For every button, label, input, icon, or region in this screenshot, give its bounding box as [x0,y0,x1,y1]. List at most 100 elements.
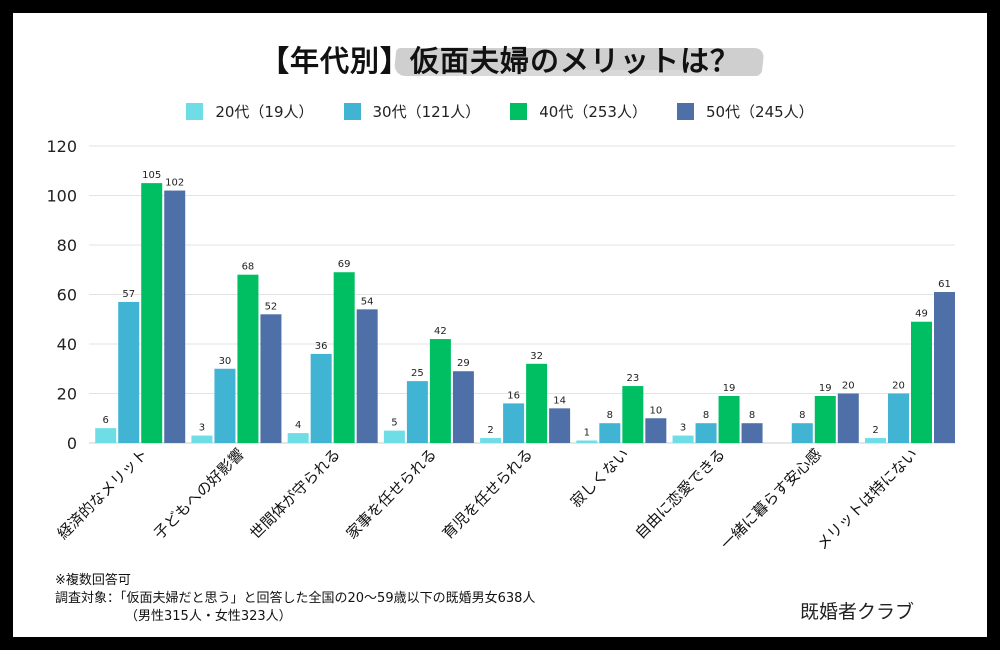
bar [814,395,836,443]
chart-title: 【年代別】仮面夫婦のメリットは？ [0,38,1000,80]
bar [287,433,309,443]
x-category-label: 一緒に暮らす安心感 [717,445,825,553]
bar [549,408,571,443]
y-tick-label: 60 [57,286,77,305]
bar [888,393,909,443]
x-category-label: 世間体が守られる [246,445,344,543]
data-label: 8 [799,410,805,421]
bar [429,339,451,443]
bar [791,423,813,443]
data-label: 69 [338,259,351,270]
bar [164,190,186,443]
y-tick-label: 40 [57,335,77,354]
data-label: 20 [842,381,855,392]
bar [576,440,598,443]
note-survey-target: 調査対象：「仮面夫婦だと思う」と回答した全国の20〜59歳以下の既婚男女638人 [55,591,536,606]
bar [118,301,140,443]
note-multiple-answers: ※複数回答可 [55,573,131,588]
bar [622,386,644,443]
bar [141,183,163,443]
data-label: 102 [165,178,184,189]
brand-name: 既婚者クラブ [800,601,915,623]
data-label: 3 [680,423,686,434]
bar [741,423,763,443]
bar [333,272,355,443]
data-label: 20 [892,381,905,392]
x-category-label: 子どもへの好影響 [150,445,248,543]
legend-swatch-30s [343,103,361,120]
bar [383,430,405,443]
bar [356,309,378,443]
data-label: 8 [607,410,613,421]
x-category-label: 寂しくない [567,445,633,511]
data-label: 19 [819,383,832,394]
data-label: 1 [584,428,590,439]
bar [214,368,236,443]
x-category-label: 自由に恋愛できる [631,445,728,542]
bar [599,423,621,443]
legend-swatch-40s [510,103,528,120]
data-label: 29 [457,358,470,369]
bar [672,435,694,443]
data-label: 8 [749,410,755,421]
data-label: 49 [915,309,928,320]
legend-label-50s: 50代（245人） [705,103,814,121]
data-label: 25 [411,368,424,379]
bar [310,353,332,443]
legend-item-50s: 50代（245人） [676,101,814,122]
bar [237,274,259,443]
data-label: 42 [434,326,447,337]
data-label: 105 [142,170,161,181]
bar [911,321,932,443]
title-prefix: 【年代別】 [259,44,410,78]
title-main: 仮面夫婦のメリットは？ [410,44,741,78]
bar [718,395,740,443]
y-tick-label: 120 [46,137,77,156]
data-label: 57 [122,289,135,300]
data-label: 6 [103,415,109,426]
title-highlight-stroke [420,70,720,76]
legend-label-40s: 40代（253人） [539,103,647,121]
data-label: 23 [626,373,639,384]
bar [503,403,525,443]
data-label: 30 [219,356,232,367]
legend: 20代（19人） 30代（121人） 40代（253人） 50代（245人） [0,101,1000,122]
bar [480,438,502,443]
legend-label-30s: 30代（121人） [372,103,481,121]
legend-swatch-20s [186,103,204,120]
x-category-label: 経済的なメリット [54,445,152,543]
y-tick-label: 100 [46,187,77,206]
y-tick-label: 20 [57,385,77,404]
data-label: 4 [295,420,301,431]
data-label: 52 [265,301,278,312]
bar [260,314,282,443]
bar [526,363,548,443]
data-label: 5 [391,418,397,429]
data-label: 8 [703,410,709,421]
data-label: 61 [938,279,951,290]
x-category-label: 家事を任せられる [343,445,441,543]
data-label: 2 [872,425,878,436]
bar [191,435,213,443]
footnotes: ※複数回答可 調査対象：「仮面夫婦だと思う」と回答した全国の20〜59歳以下の既… [55,572,535,626]
data-label: 68 [242,262,255,273]
x-category-label: メリットは特にない [813,445,921,553]
bar [865,438,886,443]
data-label: 36 [315,341,328,352]
data-label: 54 [361,296,374,307]
legend-swatch-50s [676,103,694,120]
data-label: 10 [649,405,662,416]
bar [934,292,955,443]
data-label: 16 [507,390,520,401]
y-tick-label: 0 [67,434,77,453]
bar [95,428,117,443]
data-label: 2 [487,425,493,436]
bar [837,393,859,443]
y-tick-label: 80 [57,236,77,255]
bar [406,381,428,443]
data-label: 32 [530,351,543,362]
legend-item-30s: 30代（121人） [343,101,481,122]
bar [695,423,717,443]
data-label: 3 [199,423,205,434]
